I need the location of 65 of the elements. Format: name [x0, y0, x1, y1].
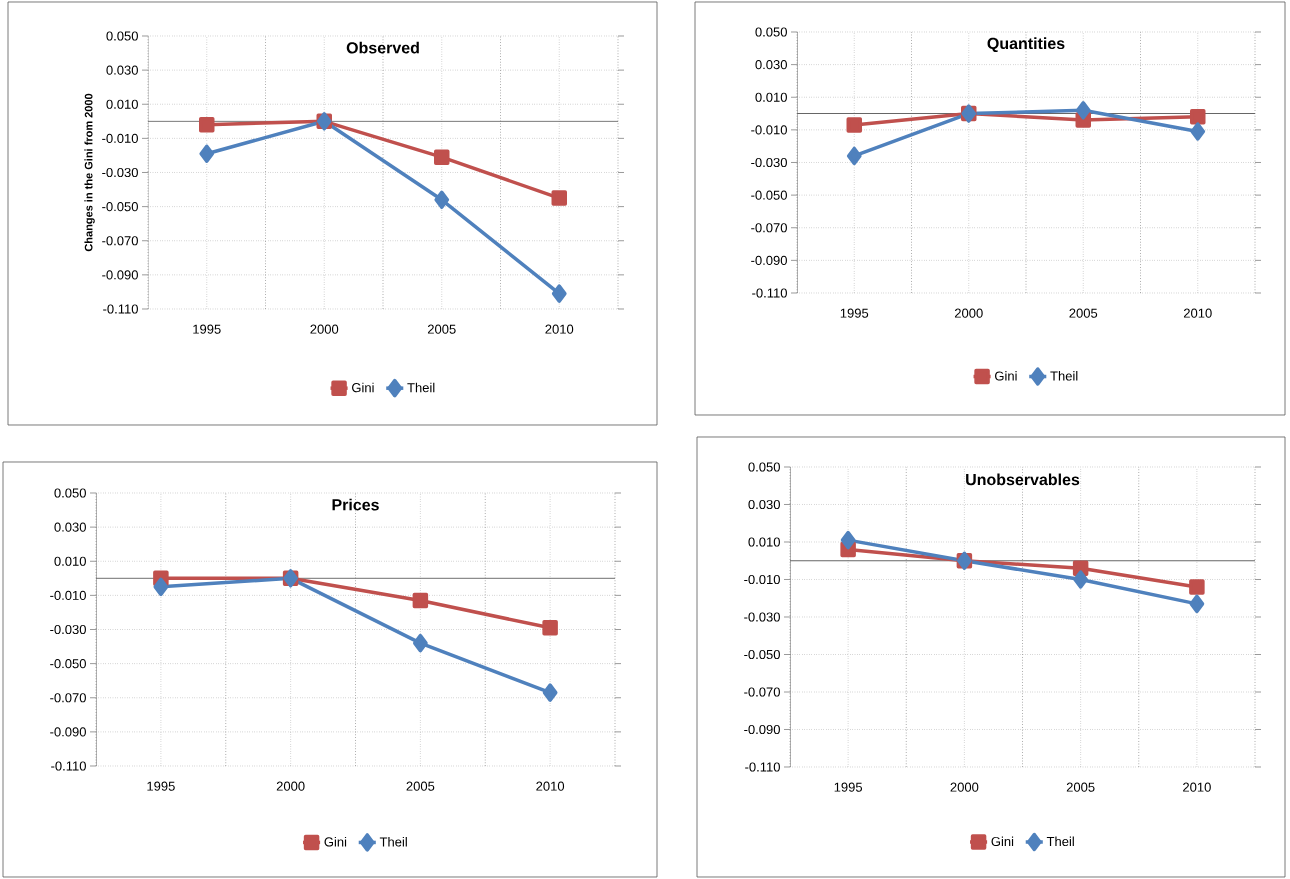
y-tick-label: 0.050 [755, 27, 787, 37]
y-tick-label: -0.050 [102, 202, 138, 212]
y-tick-label: -0.090 [102, 270, 138, 280]
x-tick-label: 2005 [406, 781, 435, 791]
y-tick-label: -0.110 [752, 288, 787, 298]
x-tick-label: 2005 [1069, 308, 1098, 318]
legend-label: Gini [324, 836, 347, 847]
legend-label: Gini [352, 382, 374, 393]
x-tick-label: 2000 [954, 308, 983, 318]
legend-label: Theil [1046, 836, 1074, 847]
y-tick-label: 0.030 [755, 60, 787, 70]
y-tick-label: 0.050 [54, 488, 86, 498]
x-tick-label: 2010 [545, 324, 574, 334]
x-tick-label: 1995 [193, 324, 221, 334]
y-tick-label: -0.110 [51, 761, 86, 771]
x-tick-label: 2005 [1066, 782, 1095, 792]
x-tick-label: 2000 [950, 782, 979, 792]
y-tick-label: -0.050 [751, 190, 787, 200]
x-tick-label: 2005 [427, 324, 456, 334]
y-tick-label: -0.010 [50, 590, 86, 600]
y-tick-label: -0.070 [751, 223, 787, 233]
y-tick-label: -0.050 [50, 659, 86, 669]
x-tick-label: 1995 [147, 781, 175, 791]
y-tick-label: 0.030 [54, 522, 86, 532]
x-tick-label: 2010 [1183, 308, 1212, 318]
chart-title: Observed [346, 41, 419, 54]
chart-title: Quantities [987, 37, 1065, 53]
x-tick-label: 2000 [276, 781, 305, 791]
y-tick-label: -0.030 [751, 157, 787, 168]
y-tick-label: -0.110 [745, 762, 780, 772]
y-tick-label: -0.090 [50, 727, 86, 737]
chart-title: Prices [332, 498, 379, 511]
y-tick-label: 0.010 [748, 537, 780, 547]
legend-label: Theil [1050, 371, 1078, 381]
y-tick-label: -0.110 [103, 304, 138, 314]
y-tick-label: 0.050 [106, 31, 138, 41]
y-tick-label: -0.070 [744, 687, 780, 697]
y-tick-label: 0.050 [748, 462, 780, 472]
x-tick-label: 1995 [840, 308, 869, 318]
chart-title: Unobservables [966, 473, 1080, 486]
y-tick-label: -0.070 [50, 693, 86, 703]
legend-label: Theil [407, 382, 435, 393]
y-tick-label: 0.030 [748, 499, 780, 510]
y-tick-label: -0.010 [102, 133, 138, 143]
y-tick-label: -0.030 [50, 624, 86, 635]
legend-label: Theil [379, 836, 407, 847]
y-tick-label: 0.010 [54, 556, 86, 566]
x-tick-label: 2010 [536, 781, 565, 791]
y-tick-label: -0.090 [744, 724, 780, 735]
y-tick-label: -0.050 [744, 649, 780, 660]
y-tick-label: 0.010 [106, 99, 138, 109]
y-tick-label: -0.030 [744, 612, 780, 622]
y-tick-label: -0.070 [102, 236, 138, 246]
y-tick-label: -0.090 [751, 255, 787, 265]
x-tick-label: 2000 [310, 324, 339, 334]
y-tick-label: 0.030 [106, 65, 138, 75]
y-axis-title: Changes in the Gini from 2000 [84, 93, 95, 252]
legend-label: Gini [995, 371, 1017, 381]
x-tick-label: 2010 [1183, 782, 1211, 792]
y-tick-label: 0.010 [755, 92, 787, 102]
legend-label: Gini [991, 836, 1014, 847]
y-tick-label: -0.010 [751, 125, 787, 135]
x-tick-label: 1995 [834, 782, 863, 792]
y-tick-label: -0.030 [102, 167, 138, 178]
y-tick-label: -0.010 [744, 574, 780, 585]
